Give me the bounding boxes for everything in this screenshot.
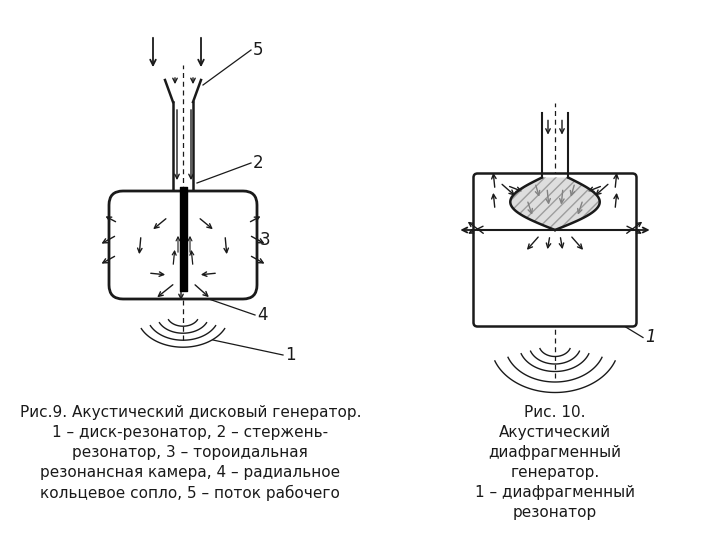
Text: Рис. 10.: Рис. 10. <box>524 405 586 420</box>
Text: 1 – диск-резонатор, 2 – стержень-: 1 – диск-резонатор, 2 – стержень- <box>52 425 328 440</box>
Text: 2: 2 <box>253 154 264 172</box>
Text: 1: 1 <box>645 328 656 347</box>
Text: 5: 5 <box>253 41 264 59</box>
Text: резонатор, 3 – тороидальная: резонатор, 3 – тороидальная <box>72 445 308 460</box>
Polygon shape <box>510 178 600 230</box>
Text: 1: 1 <box>285 346 296 364</box>
FancyBboxPatch shape <box>109 191 257 299</box>
Text: 4: 4 <box>257 306 268 324</box>
FancyBboxPatch shape <box>474 173 636 327</box>
Text: 3: 3 <box>260 231 271 249</box>
Text: генератор.: генератор. <box>510 465 600 480</box>
Text: резонансная камера, 4 – радиальное: резонансная камера, 4 – радиальное <box>40 465 340 480</box>
Text: кольцевое сопло, 5 – поток рабочего: кольцевое сопло, 5 – поток рабочего <box>40 485 340 501</box>
Text: Рис.9. Акустический дисковый генератор.: Рис.9. Акустический дисковый генератор. <box>20 405 361 420</box>
Text: диафрагменный: диафрагменный <box>488 445 621 460</box>
Text: Акустический: Акустический <box>499 425 611 440</box>
Text: резонатор: резонатор <box>513 505 597 520</box>
Text: 1 – диафрагменный: 1 – диафрагменный <box>475 485 635 500</box>
